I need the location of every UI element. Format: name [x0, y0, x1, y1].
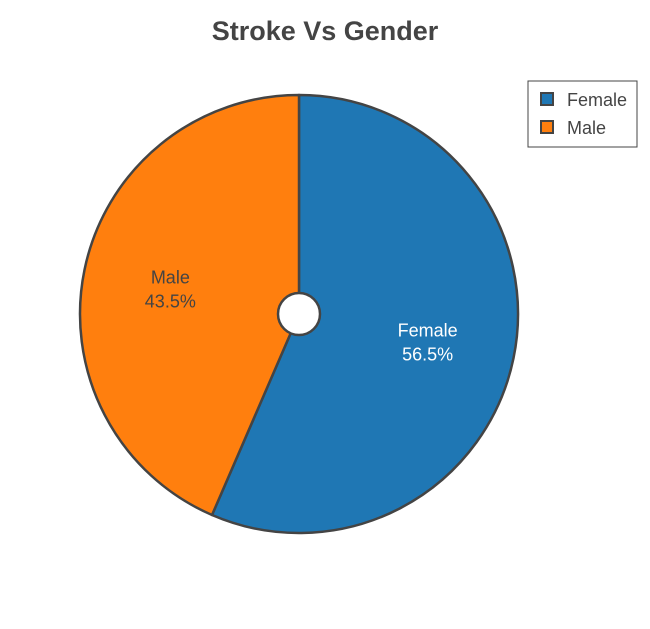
pie-slice-male[interactable]	[78, 93, 301, 517]
legend-swatch-female	[540, 92, 554, 106]
chart-title: Stroke Vs Gender	[212, 16, 439, 46]
legend-label-male: Male	[567, 118, 606, 138]
pie-slice-category-female: Female	[398, 321, 458, 341]
pie-slice-category-male: Male	[151, 267, 190, 287]
legend-item-male[interactable]: Male	[540, 118, 606, 138]
pie-slices	[78, 93, 520, 535]
pie-slice-female[interactable]	[210, 93, 520, 535]
pie-slice-labels: Female 56.5% Male 43.5%	[145, 267, 458, 364]
legend-label-female: Female	[567, 90, 627, 110]
pie-slice-label-male: Male 43.5%	[145, 267, 196, 311]
legend-swatch-male	[540, 120, 554, 134]
pie-center-hole	[276, 291, 322, 337]
pie-slice-label-female: Female 56.5%	[398, 321, 458, 365]
pie-slice-percent-male: 43.5%	[145, 291, 196, 311]
legend: Female Male	[527, 80, 638, 148]
pie-slice-percent-female: 56.5%	[402, 345, 453, 365]
legend-item-female[interactable]: Female	[540, 90, 627, 110]
